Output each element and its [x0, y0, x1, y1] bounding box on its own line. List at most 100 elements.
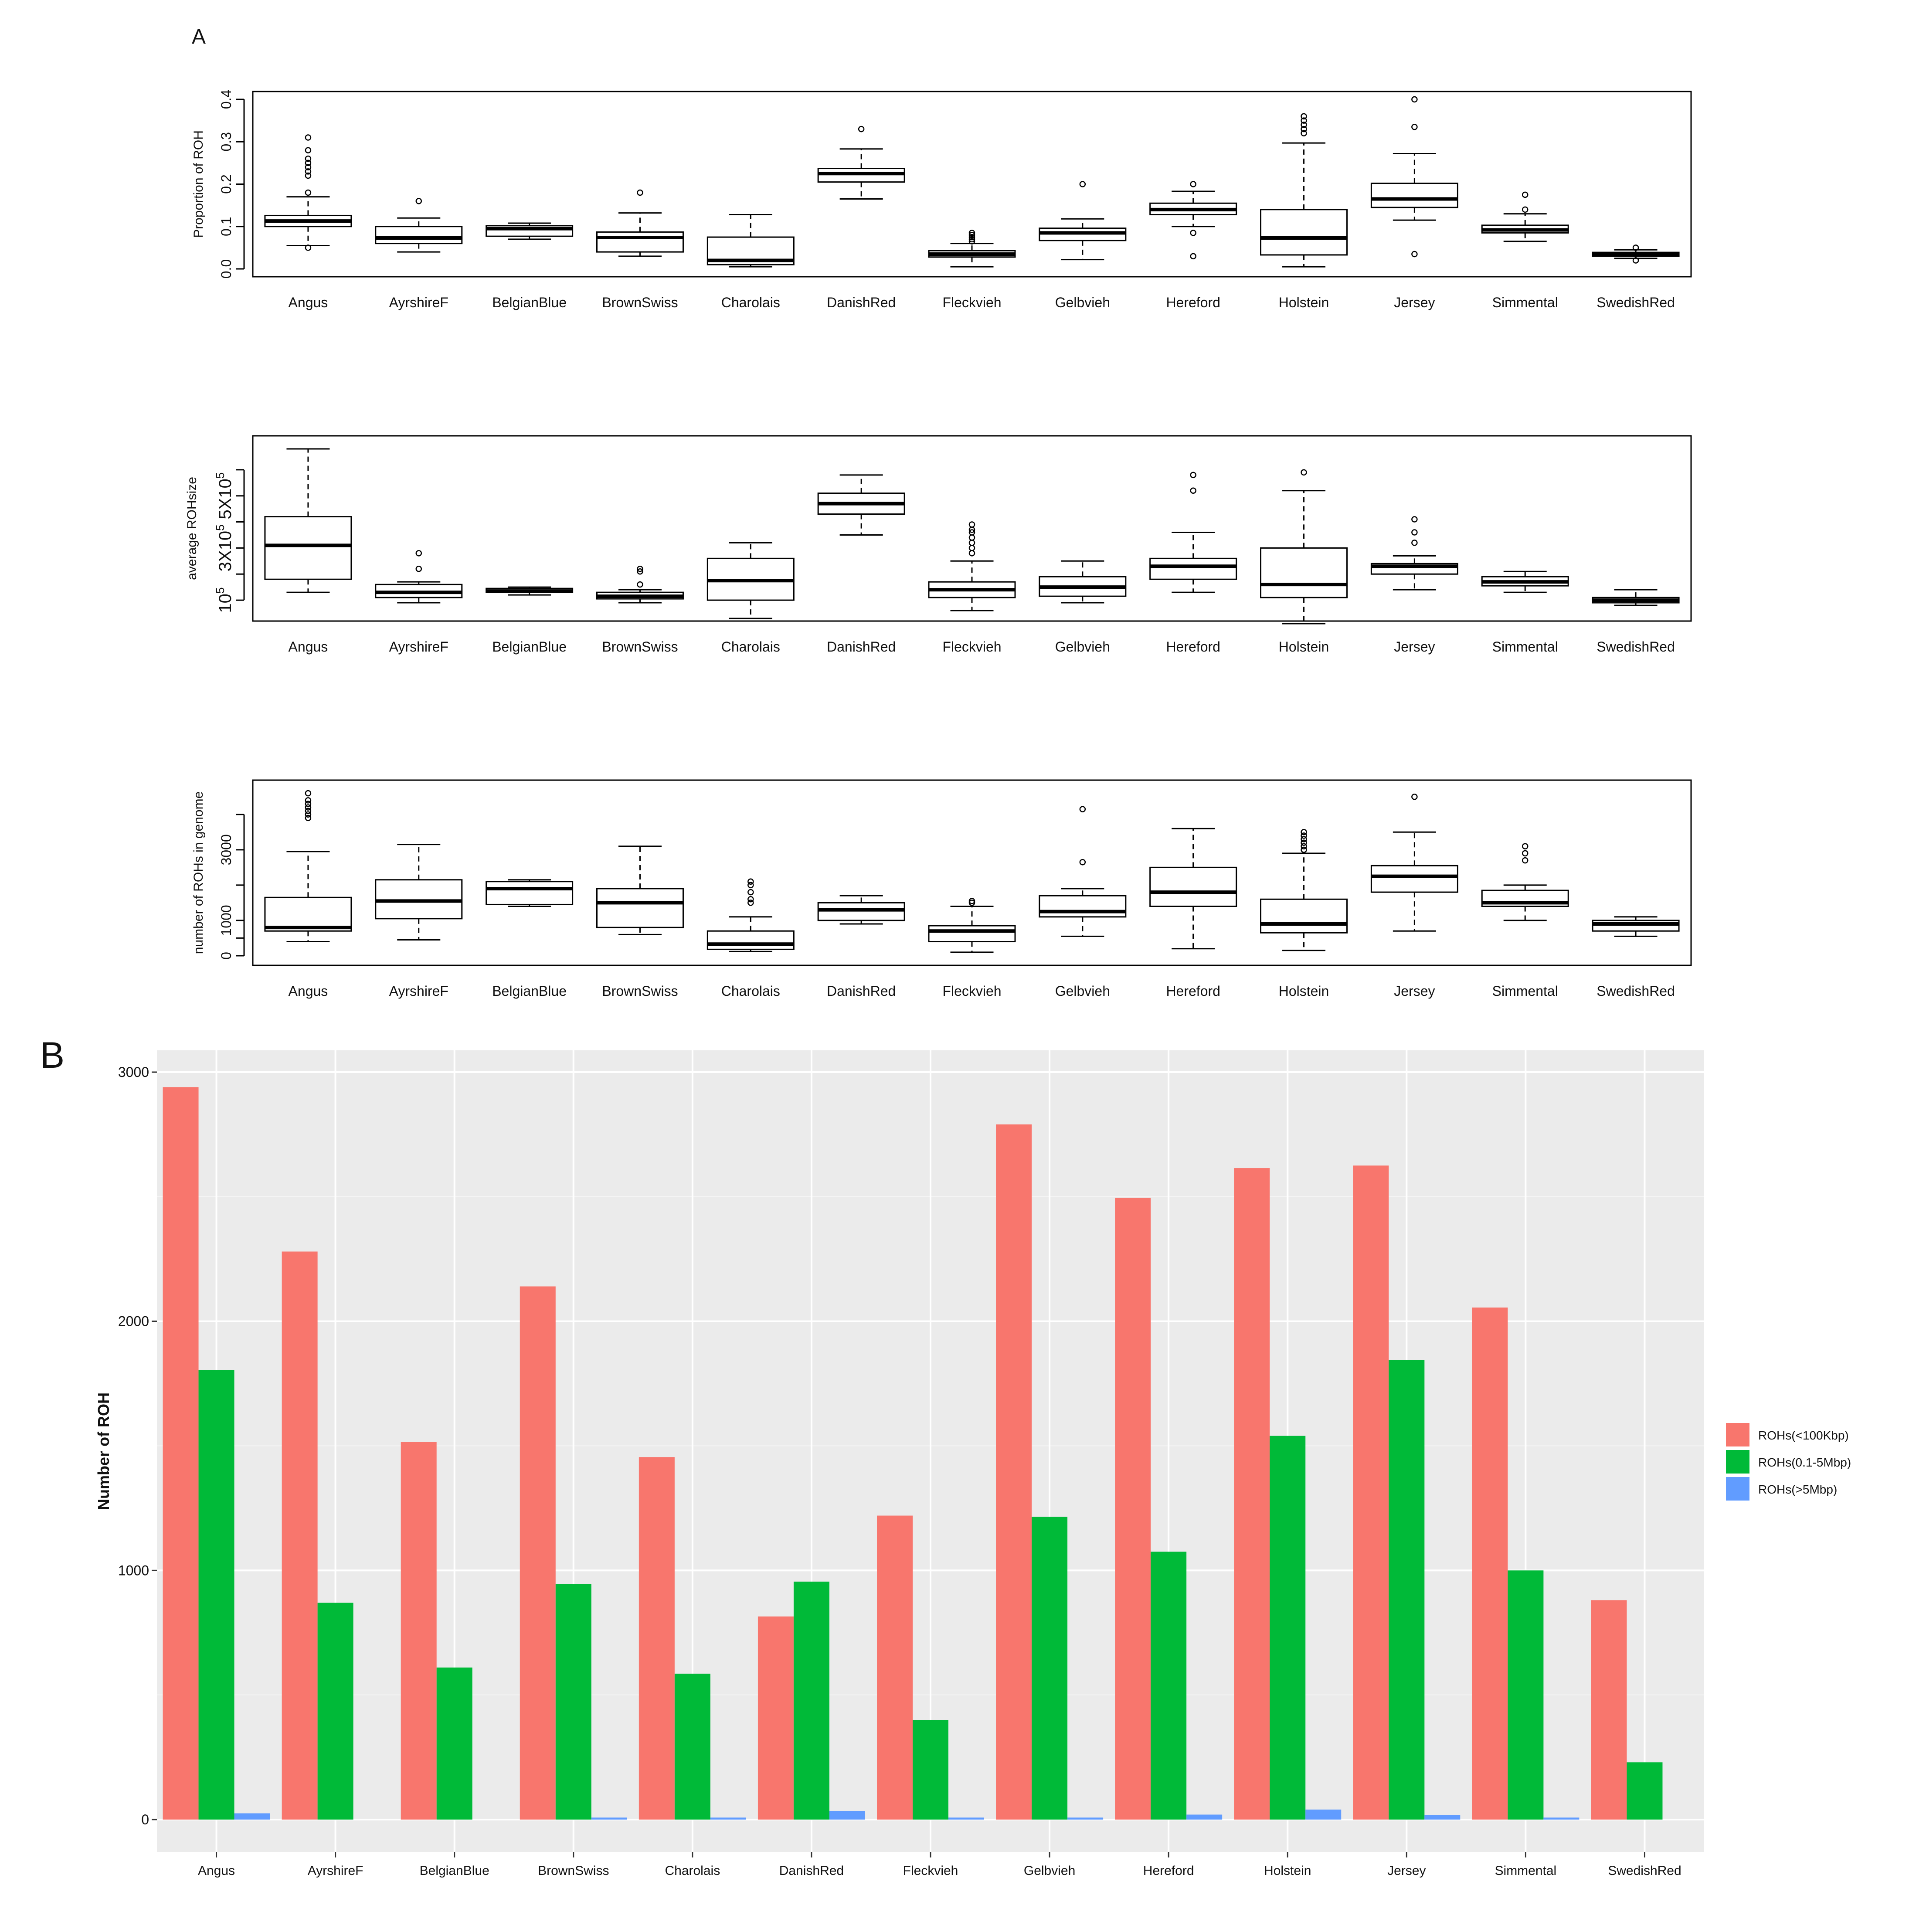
x-tick-label: BrownSwiss	[602, 639, 678, 655]
outlier-point	[968, 230, 975, 236]
outlier-point	[1301, 829, 1307, 835]
box-hereford	[1149, 828, 1237, 950]
y-tick-label-base: 3X10	[216, 531, 235, 571]
outlier-point	[637, 189, 643, 196]
outlier-point	[968, 521, 975, 528]
y-tick-label: 3000	[218, 834, 234, 865]
outlier-point	[1522, 857, 1529, 864]
bar-ayrshiref-series-1	[282, 1251, 318, 1820]
outlier-point	[305, 790, 312, 797]
y-tick-label: 1000	[118, 1562, 149, 1578]
box-iqr	[596, 888, 684, 928]
outlier-point	[305, 160, 312, 166]
box-ayrshiref	[375, 198, 463, 253]
x-tick-label: BrownSwiss	[602, 295, 678, 310]
outlier-point	[305, 164, 312, 170]
box-swedishred	[1592, 244, 1680, 264]
bar-holstein-series-2	[1270, 1436, 1306, 1820]
outlier-point	[305, 797, 312, 804]
outlier-point	[968, 898, 975, 904]
outlier-point	[968, 545, 975, 551]
box-belgianblue	[486, 879, 574, 907]
outlier-point	[305, 811, 312, 818]
box-simmental	[1481, 191, 1569, 242]
bar-brownswiss-series-3	[591, 1817, 627, 1820]
box-charolais	[707, 542, 795, 619]
box-swedishred	[1592, 916, 1680, 937]
box-holstein	[1260, 829, 1348, 951]
x-tick-label: Holstein	[1264, 1864, 1311, 1878]
x-tick-label: Jersey	[1394, 639, 1435, 655]
outlier-point	[415, 550, 422, 557]
x-tick-label: SwedishRed	[1608, 1864, 1681, 1878]
outlier-point	[1522, 191, 1529, 198]
x-tick-label: DanishRed	[827, 983, 896, 999]
outlier-point	[968, 238, 975, 245]
y-tick-label-exponent: 5	[214, 472, 227, 479]
y-tick-label: 1000	[218, 905, 234, 936]
box-brownswiss	[596, 189, 684, 257]
bar-gelbvieh-series-1	[996, 1124, 1032, 1820]
bar-gelbvieh-series-2	[1032, 1517, 1068, 1820]
x-tick-label: AyrshireF	[389, 983, 448, 999]
x-tick-label: AyrshireF	[389, 639, 448, 655]
x-tick-label: Hereford	[1166, 983, 1220, 999]
y-tick-label: 3000	[118, 1064, 149, 1080]
outlier-point	[1411, 123, 1418, 130]
outlier-point	[968, 550, 975, 557]
x-tick-label: Angus	[289, 295, 328, 310]
plot-frame	[252, 91, 1692, 278]
outlier-point	[305, 815, 312, 822]
outlier-point	[747, 900, 754, 906]
box-iqr	[375, 226, 463, 244]
box-ayrshiref	[375, 844, 463, 941]
x-tick-label: Holstein	[1279, 639, 1329, 655]
y-axis-label: Number of ROH	[95, 1392, 112, 1510]
outlier-point	[305, 808, 312, 814]
outlier-point	[1079, 181, 1086, 187]
x-tick-label: Gelbvieh	[1024, 1864, 1075, 1878]
box-jersey	[1370, 516, 1458, 591]
box-iqr	[1370, 865, 1458, 893]
y-tick-label: 105	[214, 587, 235, 613]
outlier-point	[747, 896, 754, 903]
box-gelbvieh	[1039, 806, 1127, 937]
box-iqr	[264, 516, 352, 580]
outlier-point	[968, 236, 975, 243]
legend-label: ROHs(<100Kbp)	[1758, 1429, 1849, 1442]
y-tick-label: 0.1	[218, 217, 234, 236]
bar-angus-series-3	[234, 1813, 270, 1820]
bar-simmental-series-2	[1508, 1570, 1544, 1820]
x-tick-label: Simmental	[1492, 983, 1558, 999]
box-iqr	[264, 896, 352, 932]
panel-b-label: B	[40, 1035, 65, 1076]
box-iqr	[707, 930, 795, 950]
outlier-point	[1632, 257, 1639, 264]
outlier-point	[747, 878, 754, 885]
outlier-point	[968, 234, 975, 241]
x-tick-label: Gelbvieh	[1055, 295, 1110, 310]
x-tick-label: Charolais	[721, 639, 780, 655]
plot-frame	[252, 779, 1692, 966]
outlier-point	[1301, 122, 1307, 128]
x-tick-label: Simmental	[1492, 295, 1558, 310]
box-simmental	[1481, 570, 1569, 593]
bar-swedishred-series-2	[1627, 1762, 1663, 1820]
x-tick-label: Simmental	[1495, 1864, 1557, 1878]
y-axis-label: average ROHsize	[185, 477, 199, 580]
x-tick-label: Gelbvieh	[1055, 983, 1110, 999]
y-tick-label: 0.2	[218, 174, 234, 194]
outlier-point	[1411, 529, 1418, 536]
x-tick-label: Fleckvieh	[942, 983, 1001, 999]
y-tick-label: 0.3	[218, 132, 234, 151]
box-charolais	[707, 878, 795, 952]
x-tick-label: Charolais	[721, 295, 780, 310]
outlier-point	[747, 889, 754, 896]
x-tick-label: BrownSwiss	[602, 983, 678, 999]
outlier-point	[415, 566, 422, 572]
outlier-point	[1190, 487, 1196, 494]
box-fleckvieh	[928, 898, 1016, 953]
box-fleckvieh	[928, 521, 1016, 611]
bar-brownswiss-series-1	[520, 1286, 556, 1820]
